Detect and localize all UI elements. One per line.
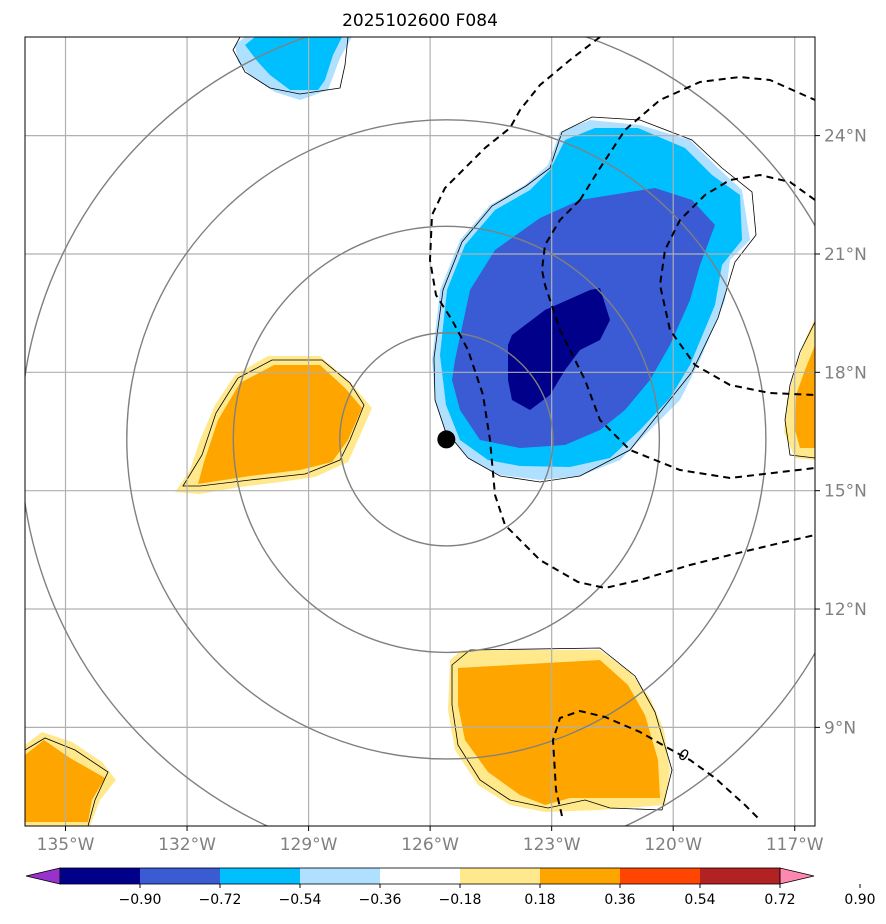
positive-east-moderate-fill — [795, 345, 815, 448]
colorbar-label-8: 0.72 — [764, 892, 795, 908]
colorbar-segment-7 — [620, 868, 700, 884]
negative-anomaly-main — [432, 116, 757, 483]
colorbar-segment-2 — [220, 868, 300, 884]
negative-anomaly-north — [232, 37, 352, 100]
lon-tick-label-6: 117°W — [766, 835, 824, 855]
lat-tick-label-4: 12°N — [824, 600, 867, 620]
colorbar-extend-high — [779, 867, 815, 885]
lat-tick-label-5: 9°N — [824, 718, 856, 738]
lat-lon-grid — [25, 37, 815, 826]
lon-axis: 135°W 132°W 129°W 126°W 123°W 120°W 117°W — [37, 826, 824, 855]
chart-title: 2025102600 F084 — [342, 11, 498, 31]
storm-center-marker — [437, 430, 456, 449]
range-ring-2 — [126, 119, 767, 760]
range-rings — [25, 37, 815, 826]
positive-west-moderate-fill — [198, 365, 362, 484]
negative-north-outline — [232, 37, 349, 95]
colorbar-extend-low — [25, 867, 61, 885]
positive-anomaly-south — [448, 647, 673, 812]
colorbar-segment-6 — [540, 868, 620, 884]
colorbar-segment-8 — [700, 868, 780, 884]
colorbar-label-5: 0.18 — [524, 892, 555, 908]
lat-tick-label-1: 21°N — [824, 245, 867, 265]
colorbar-label-4: −0.18 — [439, 892, 482, 908]
lon-tick-label-3: 126°W — [401, 835, 459, 855]
colorbar-label-1: −0.72 — [199, 892, 242, 908]
lon-tick-label-0: 135°W — [37, 835, 95, 855]
negative-north-moderate-fill — [245, 37, 342, 90]
colorbar-label-3: −0.36 — [359, 892, 402, 908]
lon-tick-label-2: 129°W — [280, 835, 338, 855]
colorbar-frame — [59, 867, 781, 885]
range-ring-0 — [339, 332, 554, 547]
positive-anomaly-west — [175, 356, 372, 494]
colorbar-label-2: −0.54 — [279, 892, 322, 908]
positive-south-moderate-fill — [458, 660, 660, 805]
colorbar-label-0: −0.90 — [119, 892, 162, 908]
positive-west-outline — [182, 359, 365, 487]
colorbar: −0.90 −0.72 −0.54 −0.36 −0.18 0.18 0.36 0.54 0.7… — [25, 867, 876, 908]
lon-tick-label-5: 120°W — [644, 835, 702, 855]
zero-contour-south — [551, 709, 761, 821]
map-area: 0 — [25, 37, 815, 826]
lon-tick-label-1: 132°W — [158, 835, 216, 855]
lat-tick-label-0: 24°N — [824, 127, 867, 147]
lon-tick-label-4: 123°W — [523, 835, 581, 855]
colorbar-segment-5 — [460, 868, 540, 884]
colorbar-segment-4 — [380, 868, 460, 884]
positive-southwest-outline — [25, 737, 109, 826]
lat-tick-label-3: 15°N — [824, 482, 867, 502]
zero-contour-east-loop — [540, 199, 815, 480]
lat-axis: 24°N 21°N 18°N 15°N 12°N 9°N — [815, 127, 867, 738]
positive-south-outline — [451, 647, 673, 811]
colorbar-label-9: 0.90 — [844, 892, 875, 908]
zero-contour-inner-arc — [658, 173, 815, 396]
negative-main-outline — [433, 116, 757, 483]
colorbar-segment-3 — [300, 868, 380, 884]
colorbar-label-7: 0.54 — [684, 892, 715, 908]
lat-tick-label-2: 18°N — [824, 363, 867, 383]
range-ring-1 — [232, 225, 661, 654]
negative-main-intense-fill — [508, 288, 610, 410]
zero-contours — [428, 37, 815, 821]
colorbar-label-6: 0.36 — [604, 892, 635, 908]
map-frame — [24, 36, 816, 827]
colorbar-segment-0 — [60, 868, 140, 884]
colorbar-segment-1 — [140, 868, 220, 884]
